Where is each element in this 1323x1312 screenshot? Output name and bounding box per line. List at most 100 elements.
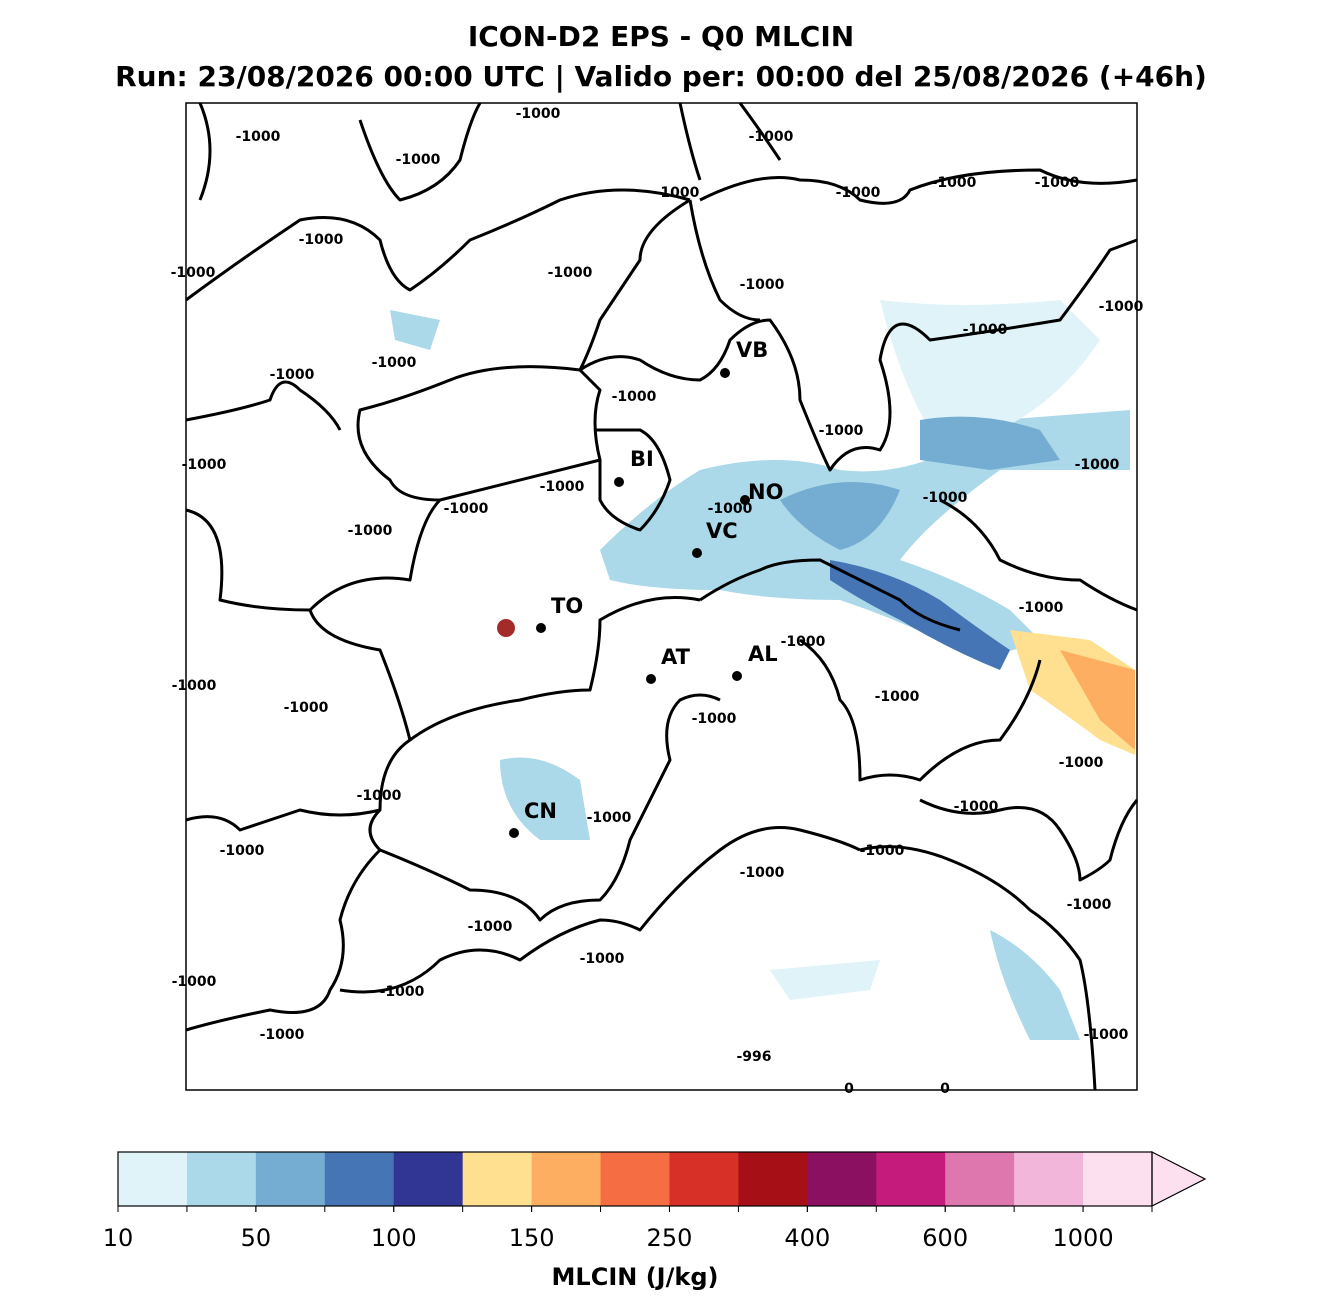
city-dot bbox=[614, 477, 624, 487]
colorbar: 10 50 100 150 250 400 600 1000 bbox=[103, 1151, 1207, 1252]
contour-label: -1000 bbox=[444, 501, 489, 517]
colorbar-bin bbox=[600, 1152, 670, 1206]
city-dot bbox=[720, 368, 730, 378]
contour-label: -1000 bbox=[708, 501, 753, 517]
city-label: BI bbox=[630, 447, 654, 471]
colorbar-frame bbox=[117, 1151, 1153, 1207]
contour-labels: -1000 -1000 -1000 -1000 -1000 -1000 -1000 -1000… bbox=[171, 106, 1144, 1097]
contour-label: -1000 bbox=[875, 689, 920, 705]
contour-label: -1000 bbox=[932, 175, 977, 191]
contour-label: -1000 bbox=[655, 185, 700, 201]
contour-label: -1000 bbox=[348, 523, 393, 539]
city-dot bbox=[740, 495, 750, 505]
contour-label: -1000 bbox=[740, 865, 785, 881]
borders bbox=[185, 102, 1139, 1091]
contour-label: -1000 bbox=[587, 810, 632, 826]
contour-label: -1000 bbox=[836, 185, 881, 201]
contour-label: -996 bbox=[736, 1049, 771, 1065]
contour-label: -1000 bbox=[740, 277, 785, 293]
colorbar-tick-label: 1000 bbox=[1053, 1224, 1114, 1252]
contour-label: -1000 bbox=[612, 389, 657, 405]
city-label: AT bbox=[661, 645, 691, 669]
colorbar-tick-label: 50 bbox=[241, 1224, 272, 1252]
city-dot bbox=[509, 828, 519, 838]
colorbar-tick-label: 400 bbox=[784, 1224, 830, 1252]
colorbar-bin bbox=[393, 1152, 464, 1206]
colorbar-bin bbox=[255, 1152, 326, 1206]
city-label: VB bbox=[736, 338, 768, 362]
contour-label: -1000 bbox=[236, 129, 281, 145]
contour-label: -1000 bbox=[299, 232, 344, 248]
contour-label: -1000 bbox=[540, 479, 585, 495]
colorbar-tick-label: 10 bbox=[103, 1224, 134, 1252]
contour-label: -1000 bbox=[860, 843, 905, 859]
colorbar-tick-label: 250 bbox=[647, 1224, 693, 1252]
contour-label: -1000 bbox=[372, 355, 417, 371]
colorbar-bin bbox=[876, 1152, 946, 1206]
city-label: AL bbox=[748, 642, 778, 666]
contour-label: -1000 bbox=[182, 457, 227, 473]
title: ICON-D2 EPS - Q0 MLCIN bbox=[468, 20, 854, 53]
colorbar-bin bbox=[462, 1152, 533, 1206]
contour-label: -1000 bbox=[516, 106, 561, 122]
contour-label: -1000 bbox=[923, 490, 968, 506]
contour-label: -1000 bbox=[260, 1027, 305, 1043]
colorbar-tick-label: 150 bbox=[509, 1224, 555, 1252]
colorbar-bin bbox=[669, 1152, 739, 1206]
colorbar-bin bbox=[807, 1152, 877, 1206]
contour-label: 0 bbox=[844, 1081, 854, 1097]
contour-label: -1000 bbox=[749, 129, 794, 145]
contour-label: -1000 bbox=[172, 678, 217, 694]
city-label: NO bbox=[748, 480, 783, 504]
contour-label: -1000 bbox=[692, 711, 737, 727]
contour-label: -1000 bbox=[380, 984, 425, 1000]
map-frame bbox=[185, 102, 1138, 1091]
colorbar-bin bbox=[738, 1152, 808, 1206]
city-label: TO bbox=[551, 594, 583, 618]
colorbar-bin bbox=[118, 1152, 188, 1206]
contour-label: 0 bbox=[940, 1081, 950, 1097]
contour-label: -1000 bbox=[396, 152, 441, 168]
contour-label: -1000 bbox=[270, 367, 315, 383]
city-dot bbox=[536, 623, 546, 633]
colorbar-tick-label: 600 bbox=[922, 1224, 968, 1252]
contour-label: -1000 bbox=[954, 799, 999, 815]
colorbar-label: MLCIN (J/kg) bbox=[552, 1263, 719, 1291]
colorbar-bin bbox=[531, 1152, 602, 1206]
city-dot bbox=[692, 548, 702, 558]
colorbar-bin bbox=[1014, 1152, 1084, 1206]
contour-label: -1000 bbox=[172, 974, 217, 990]
contour-label: -1000 bbox=[781, 634, 826, 650]
contour-label: -1000 bbox=[819, 423, 864, 439]
contour-label: -1000 bbox=[1099, 299, 1144, 315]
city-label: VC bbox=[706, 519, 738, 543]
contour-label: -1000 bbox=[1019, 600, 1064, 616]
colorbar-bin bbox=[324, 1152, 395, 1206]
contour-label: -1000 bbox=[171, 265, 216, 281]
subtitle: Run: 23/08/2026 00:00 UTC | Valido per: … bbox=[115, 60, 1207, 93]
contour-label: -1000 bbox=[1067, 897, 1112, 913]
contour-label: -1000 bbox=[1035, 175, 1080, 191]
contour-label: -1000 bbox=[963, 322, 1008, 338]
colorbar-extension bbox=[1151, 1151, 1207, 1207]
city-label: CN bbox=[524, 799, 557, 823]
contour-label: -1000 bbox=[220, 843, 265, 859]
contour-label: -1000 bbox=[1084, 1027, 1129, 1043]
contour-label: -1000 bbox=[548, 265, 593, 281]
contour-label: -1000 bbox=[357, 788, 402, 804]
contour-label: -1000 bbox=[580, 951, 625, 967]
city-dot bbox=[732, 671, 742, 681]
city-dot bbox=[646, 674, 656, 684]
contour-label: -1000 bbox=[1075, 457, 1120, 473]
selected-point bbox=[497, 619, 515, 637]
colorbar-tick-label: 100 bbox=[371, 1224, 417, 1252]
colorbar-bin bbox=[945, 1152, 1015, 1206]
contour-label: -1000 bbox=[468, 919, 513, 935]
cities: VB BI NO VC TO AT AL CN bbox=[509, 338, 783, 838]
contour-label: -1000 bbox=[1059, 755, 1104, 771]
colorbar-bin bbox=[186, 1152, 257, 1206]
colorbar-bin bbox=[1083, 1152, 1153, 1206]
contour-label: -1000 bbox=[284, 700, 329, 716]
